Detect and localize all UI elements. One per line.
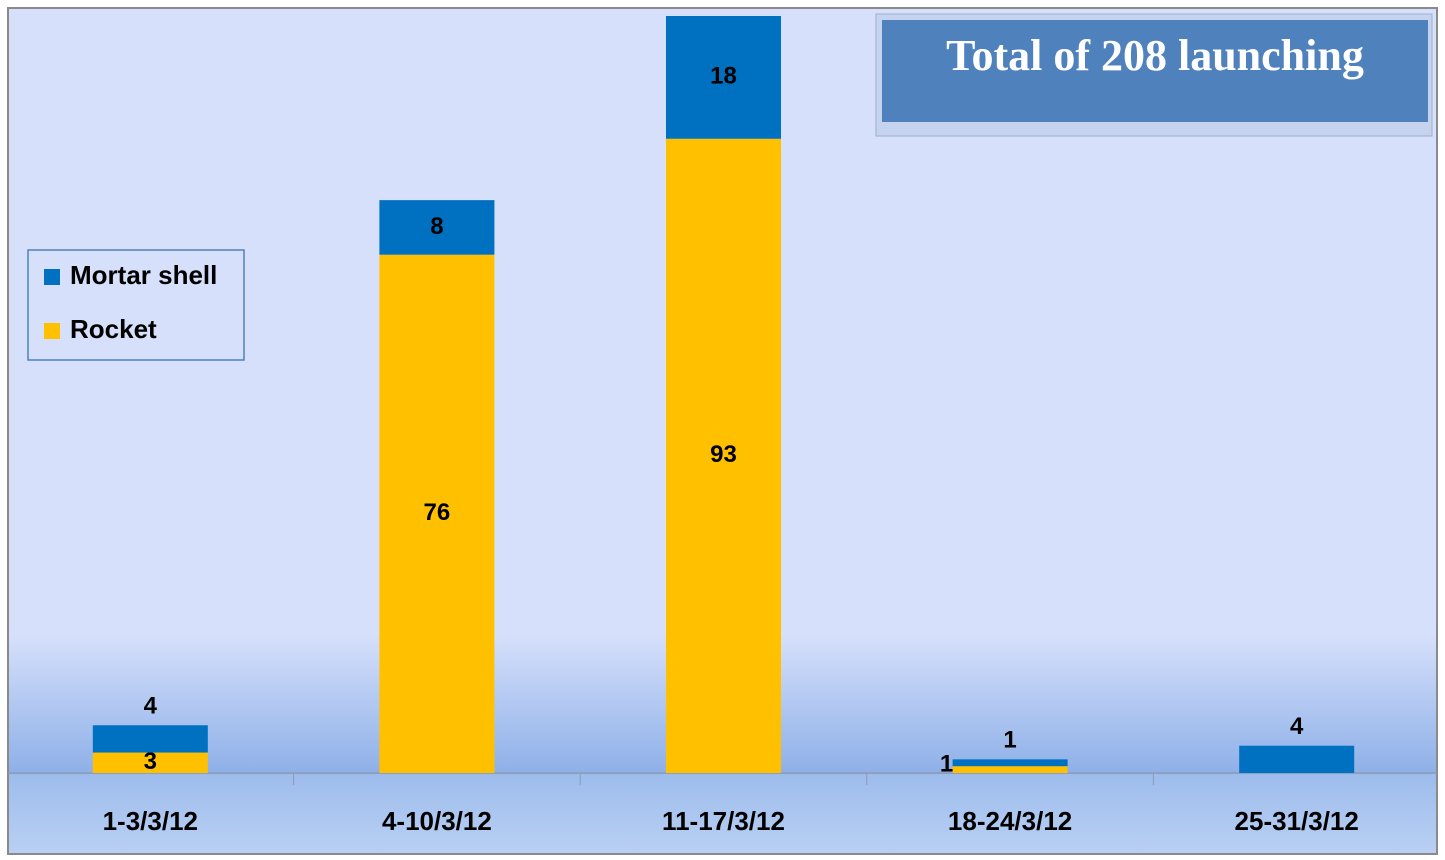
x-tick-label: 11-17/3/12 (662, 806, 785, 836)
legend-swatch (44, 269, 60, 285)
bar-segment (92, 752, 208, 773)
data-label: 8 (430, 213, 443, 240)
data-label: 18 (710, 63, 737, 90)
bar-segment (952, 766, 1068, 773)
legend-label: Rocket (70, 314, 157, 344)
bar-segment (92, 725, 208, 753)
legend-swatch (44, 323, 60, 339)
data-label: 3 (144, 748, 157, 775)
chart-title: Total of 208 launching (946, 31, 1364, 80)
bar-segment (379, 254, 495, 773)
x-tick-label: 4-10/3/12 (382, 806, 492, 836)
bar-segment (1239, 745, 1355, 773)
data-label: 93 (710, 441, 737, 468)
title-box: Total of 208 launching (875, 13, 1433, 137)
data-label: 4 (1290, 713, 1304, 740)
legend (27, 249, 245, 361)
data-label: 4 (144, 693, 158, 720)
bar-segment (379, 200, 495, 255)
data-label: 1 (1003, 727, 1016, 754)
x-tick-label: 18-24/3/12 (948, 806, 1072, 836)
x-tick-label: 25-31/3/12 (1235, 806, 1359, 836)
x-tick-label: 1-3/3/12 (103, 806, 198, 836)
bar-segment (666, 16, 781, 139)
data-label: 76 (424, 499, 451, 526)
bar-segment (666, 138, 781, 773)
data-label: 1 (940, 750, 953, 777)
bar-segment (952, 759, 1068, 767)
legend-label: Mortar shell (70, 260, 217, 290)
